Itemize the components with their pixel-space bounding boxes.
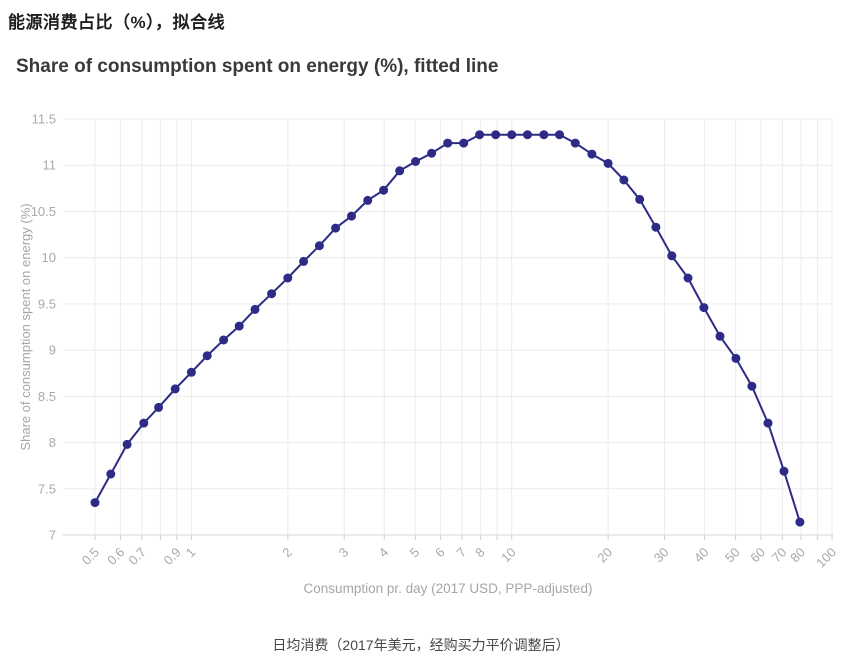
data-point[interactable]	[411, 157, 421, 166]
data-point[interactable]	[331, 223, 341, 233]
data-point[interactable]	[555, 130, 564, 140]
data-point[interactable]	[699, 303, 709, 313]
fitted-line-chart: 7 7.5 8 8.5 9 9.5 10 10.5 11 11.5 0.5 0.60.7 0.91 2 3 4…	[18, 112, 839, 596]
data-points	[90, 130, 805, 527]
x-gridlines	[94, 119, 833, 540]
x-tick-label: 0.9	[160, 545, 183, 568]
data-point[interactable]	[507, 130, 517, 140]
y-axis-title: Share of consumption spent on energy (%)	[18, 203, 33, 450]
fitted-line	[94, 133, 801, 523]
data-point[interactable]	[379, 185, 389, 195]
y-tick-label: 11	[43, 158, 57, 173]
x-tick-label: 60	[747, 545, 768, 566]
data-point[interactable]	[106, 469, 116, 479]
page-title-chinese: 能源消费占比（%），拟合线	[8, 13, 226, 32]
data-point[interactable]	[475, 130, 485, 140]
data-point[interactable]	[523, 130, 532, 140]
x-tick-label: 20	[594, 545, 615, 566]
data-point[interactable]	[491, 130, 501, 140]
data-point[interactable]	[154, 402, 164, 412]
x-tick-label: 30	[651, 545, 672, 566]
data-point[interactable]	[299, 256, 309, 266]
data-point[interactable]	[635, 194, 645, 204]
y-gridlines: 7 7.5 8 8.5 9 9.5 10 10.5 11 11.5	[31, 112, 833, 543]
data-point[interactable]	[314, 241, 324, 251]
x-axis-title: Consumption pr. day (2017 USD, PPP-adjus…	[304, 581, 593, 596]
data-point[interactable]	[715, 331, 725, 341]
data-point[interactable]	[667, 251, 677, 261]
x-tick-label: 5	[407, 545, 423, 561]
x-tick-label: 3	[336, 545, 352, 561]
data-point[interactable]	[539, 130, 549, 140]
x-tick-label: 4	[376, 545, 392, 561]
y-tick-label: 7	[49, 528, 56, 543]
x-tick-label: 0.5	[79, 545, 102, 568]
data-point[interactable]	[90, 498, 100, 508]
x-tick-label: 0.7	[126, 545, 149, 568]
data-point[interactable]	[219, 335, 229, 345]
y-tick-label: 10.5	[31, 204, 56, 219]
data-point[interactable]	[347, 211, 356, 221]
x-tick-label: 1	[183, 545, 199, 561]
y-tick-label: 9.5	[38, 296, 56, 311]
x-tick-label: 40	[691, 545, 712, 566]
data-point[interactable]	[443, 138, 453, 148]
data-point[interactable]	[570, 138, 580, 148]
data-point[interactable]	[779, 466, 789, 476]
x-tick-label: 7	[454, 545, 470, 561]
data-point[interactable]	[139, 418, 149, 428]
data-point[interactable]	[651, 222, 661, 232]
x-tick-label: 6	[432, 545, 448, 561]
y-tick-label: 10	[42, 250, 56, 265]
data-point[interactable]	[603, 158, 613, 168]
data-point[interactable]	[267, 289, 277, 299]
y-tick-label: 7.5	[38, 481, 56, 496]
data-point[interactable]	[459, 138, 469, 148]
data-point[interactable]	[170, 384, 180, 394]
data-point[interactable]	[250, 304, 260, 314]
x-tick-label: 8	[472, 545, 488, 561]
data-point[interactable]	[619, 175, 629, 185]
x-tick-label: 100	[813, 545, 839, 571]
data-point[interactable]	[122, 439, 132, 449]
data-point[interactable]	[202, 351, 212, 361]
x-tick-label: 0.6	[104, 545, 127, 568]
data-point[interactable]	[427, 148, 437, 158]
data-point[interactable]	[363, 195, 373, 205]
x-tick-label: 50	[722, 545, 743, 566]
data-point[interactable]	[683, 273, 693, 283]
data-point[interactable]	[763, 418, 773, 428]
caption-chinese: 日均消费（2017年美元，经购买力平价调整后）	[272, 637, 570, 653]
chart-title: Share of consumption spent on energy (%)…	[16, 56, 499, 77]
data-point[interactable]	[731, 353, 741, 363]
y-tick-label: 8	[49, 435, 56, 450]
data-point[interactable]	[795, 517, 805, 527]
x-tick-label: 2	[279, 545, 295, 561]
data-point[interactable]	[234, 321, 244, 331]
data-point[interactable]	[186, 367, 196, 377]
data-point[interactable]	[395, 166, 405, 176]
y-tick-label: 9	[49, 343, 56, 358]
x-tick-label: 80	[787, 545, 808, 566]
data-point[interactable]	[587, 149, 597, 159]
data-point[interactable]	[283, 273, 293, 283]
data-point[interactable]	[747, 381, 757, 391]
y-tick-label: 8.5	[38, 389, 56, 404]
x-tick-label: 10	[498, 545, 519, 566]
y-tick-label: 11.5	[32, 112, 56, 127]
